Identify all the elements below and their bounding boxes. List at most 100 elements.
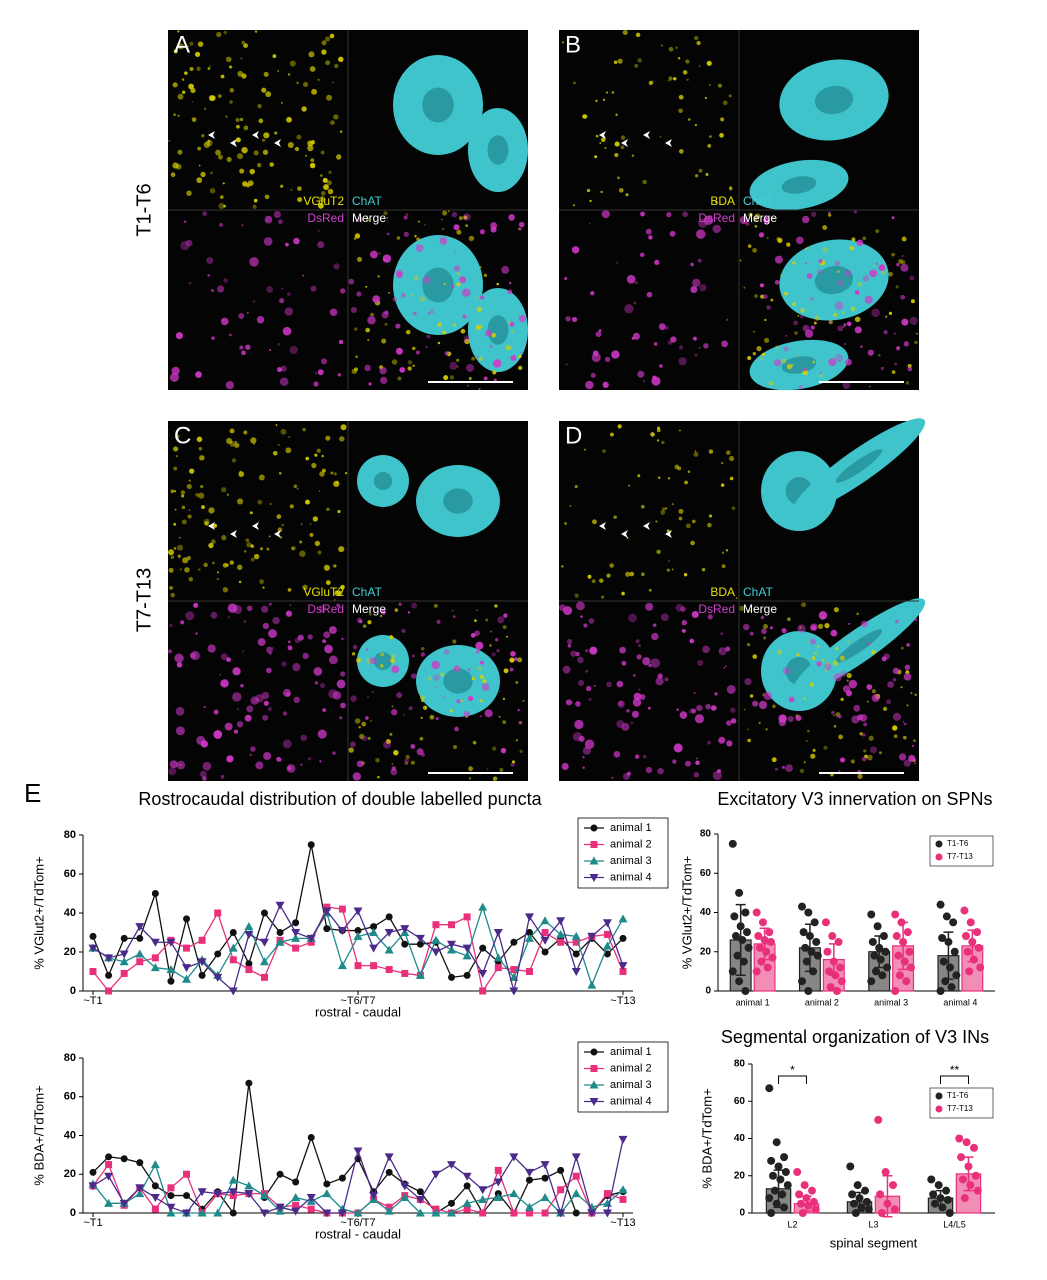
puncta <box>900 686 903 689</box>
puncta <box>632 698 642 707</box>
point <box>478 969 488 978</box>
puncta <box>367 620 372 625</box>
puncta <box>726 685 736 694</box>
puncta <box>650 658 661 668</box>
puncta <box>805 739 808 742</box>
puncta <box>871 308 880 318</box>
puncta <box>233 729 239 734</box>
puncta <box>202 211 208 216</box>
data-point <box>796 1199 805 1208</box>
puncta <box>461 288 471 297</box>
puncta <box>237 708 240 711</box>
puncta <box>850 759 855 764</box>
puncta <box>371 690 374 694</box>
puncta <box>418 220 420 223</box>
point <box>229 929 237 936</box>
puncta <box>799 626 802 629</box>
puncta <box>559 604 566 611</box>
point <box>105 987 113 995</box>
puncta <box>909 316 918 325</box>
puncta <box>743 708 746 711</box>
puncta <box>243 620 247 623</box>
puncta <box>510 762 515 767</box>
point <box>135 949 145 958</box>
puncta <box>585 669 589 673</box>
puncta <box>586 188 591 193</box>
y-tick-label: 20 <box>64 1168 76 1180</box>
puncta <box>332 691 342 700</box>
data-point <box>742 928 751 937</box>
puncta <box>575 651 580 657</box>
puncta <box>900 263 909 272</box>
point <box>524 1202 534 1211</box>
data-point <box>834 937 843 946</box>
puncta <box>425 345 428 349</box>
puncta <box>229 100 233 104</box>
puncta <box>340 702 346 709</box>
puncta <box>859 732 863 736</box>
point <box>556 929 566 938</box>
puncta <box>196 436 203 443</box>
channel-label: ChAT <box>743 194 773 208</box>
puncta <box>262 149 269 155</box>
puncta <box>179 568 182 571</box>
legend-marker <box>935 1092 943 1100</box>
puncta <box>456 698 461 704</box>
puncta <box>312 516 318 522</box>
puncta <box>253 198 258 203</box>
point <box>479 987 487 995</box>
puncta <box>198 446 203 451</box>
puncta <box>632 674 636 677</box>
puncta <box>184 71 188 75</box>
puncta <box>892 677 897 682</box>
chart-title: Excitatory V3 innervation on SPNs <box>717 789 992 809</box>
nucleus <box>373 651 393 671</box>
puncta <box>639 252 645 258</box>
arrowhead <box>599 131 606 139</box>
puncta <box>460 699 464 703</box>
puncta <box>810 297 814 301</box>
puncta <box>253 150 259 156</box>
puncta <box>906 704 909 707</box>
puncta <box>365 648 369 651</box>
puncta <box>336 679 346 689</box>
puncta <box>611 91 615 94</box>
puncta <box>195 371 202 378</box>
significance-label: ** <box>950 1063 960 1077</box>
puncta <box>226 156 232 162</box>
puncta <box>842 293 845 296</box>
puncta <box>588 222 591 225</box>
puncta <box>618 700 624 707</box>
puncta <box>319 760 322 763</box>
puncta <box>320 150 325 155</box>
puncta <box>456 272 460 275</box>
data-point <box>960 1194 969 1203</box>
puncta <box>804 262 808 265</box>
puncta <box>620 135 626 140</box>
puncta <box>253 553 260 560</box>
x-tick-label: animal 3 <box>874 997 908 1007</box>
puncta <box>595 134 599 138</box>
puncta <box>201 505 205 510</box>
point <box>416 1188 424 1196</box>
point <box>385 913 393 921</box>
puncta <box>269 349 272 351</box>
data-point <box>891 910 900 919</box>
puncta <box>881 270 885 275</box>
point <box>244 922 254 931</box>
puncta <box>185 611 195 621</box>
data-point <box>767 1156 776 1165</box>
puncta <box>463 213 471 221</box>
puncta <box>599 142 602 144</box>
puncta <box>886 699 892 705</box>
point <box>89 932 97 940</box>
point <box>602 919 612 928</box>
puncta <box>467 668 471 671</box>
row-label: T7-T13 <box>133 568 155 632</box>
data-point <box>804 908 813 917</box>
data-point <box>801 943 810 952</box>
point <box>557 1186 565 1194</box>
puncta <box>730 718 737 724</box>
puncta <box>842 381 851 389</box>
data-point <box>934 1181 943 1190</box>
